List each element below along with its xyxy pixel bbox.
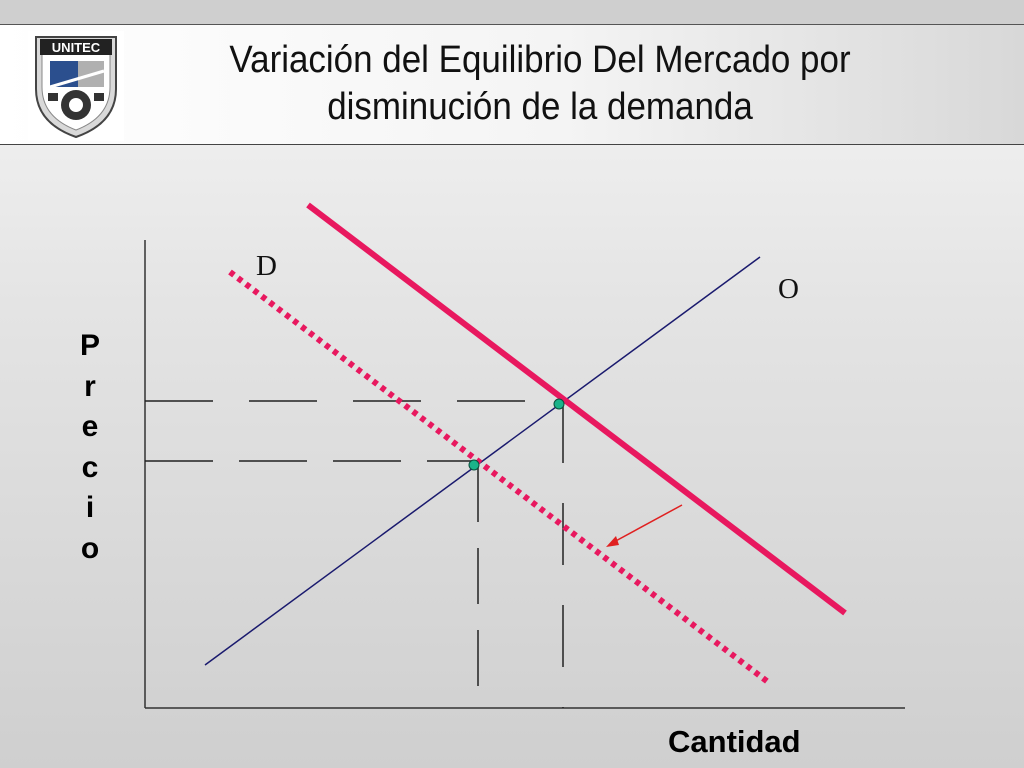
y-axis-label: P r e c i o (70, 326, 110, 569)
equilibrium-point-new (468, 459, 480, 471)
y-label-letter: r (84, 369, 96, 403)
supply-label: O (778, 273, 799, 305)
slide-header: UNITEC Variación del Equilibrio Del Merc… (0, 25, 1024, 145)
demand-curve-shifted (228, 269, 770, 685)
slide-title: Variación del Equilibrio Del Mercado por… (172, 37, 908, 131)
title-line-2: disminución de la demanda (327, 86, 753, 128)
shift-arrow-icon (611, 504, 683, 544)
y-label-letter: c (81, 450, 99, 484)
demand-curve-initial (306, 202, 847, 616)
unitec-logo: UNITEC (28, 31, 124, 141)
y-label-letter: i (85, 491, 95, 524)
y-label-letter: o (80, 531, 100, 565)
equilibrium-point-initial (553, 398, 565, 410)
supply-curve (204, 256, 761, 666)
title-line-1: Variación del Equilibrio Del Mercado por (229, 39, 851, 81)
y-label-letter: e (81, 410, 99, 443)
y-label-letter: P (79, 329, 100, 362)
shift-arrow-head-icon (606, 536, 619, 547)
demand-label: D (256, 250, 277, 282)
x-axis-label: Cantidad (668, 724, 801, 759)
logo-text: UNITEC (52, 40, 101, 55)
top-bar (0, 0, 1024, 25)
